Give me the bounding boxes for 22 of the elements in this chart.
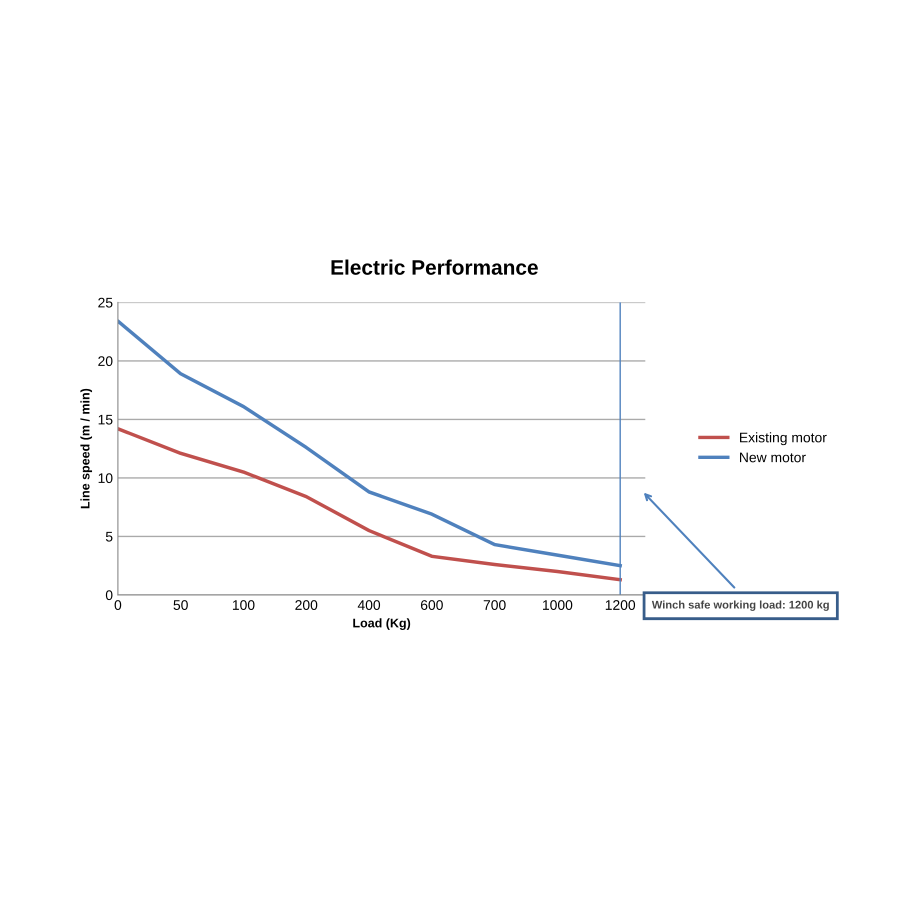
x-tick-label: 200	[295, 600, 318, 610]
chart-title: Electric Performance	[332, 260, 538, 275]
legend-label: Existing motor	[740, 432, 827, 446]
x-tick-label: 600	[420, 600, 443, 610]
x-tick-label: 50	[174, 600, 188, 610]
y-tick-label: 15	[98, 414, 112, 425]
x-tick-label: 1000	[543, 600, 572, 610]
text: Winch safe working load: 1200 kg	[652, 600, 829, 611]
x-tick-label: 1200	[606, 600, 636, 610]
y-tick-label: 25	[98, 298, 112, 308]
y-tick-label: 20	[98, 356, 112, 366]
legend-label: New motor	[740, 452, 806, 462]
line-series	[118, 427, 622, 582]
y-axis-title: Line speed (m / min)	[80, 388, 92, 508]
y-tick-label: 5	[106, 532, 112, 542]
x-tick-label: 400	[358, 600, 380, 610]
y-tick-label: 0	[106, 590, 112, 600]
x-axis-title: Load (Kg)	[353, 618, 410, 630]
x-tick-label: 700	[484, 600, 506, 610]
x-tick-label: 100	[232, 600, 255, 610]
y-tick-label: 10	[98, 473, 112, 484]
x-tick-label: 0	[114, 600, 122, 610]
